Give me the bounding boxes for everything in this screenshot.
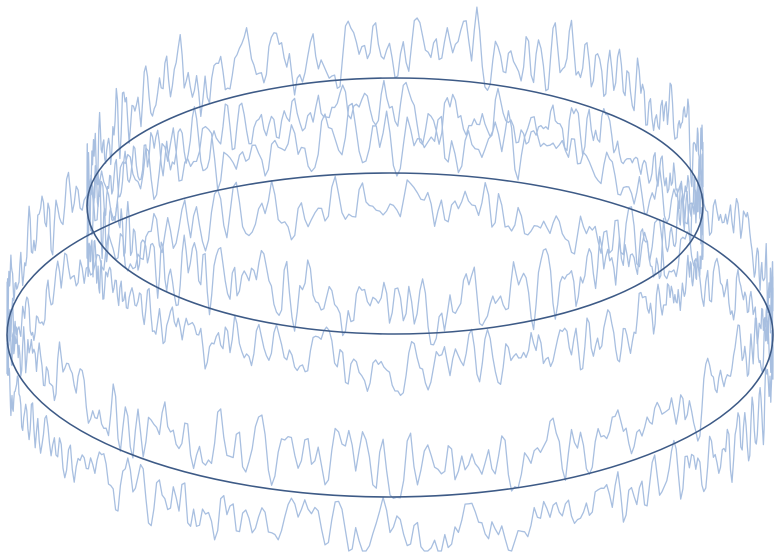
noise-layer	[7, 7, 773, 551]
noisy-rings-plot	[0, 0, 776, 555]
upper-noise-line-inner	[87, 81, 703, 396]
page: (() => { const data = JSON.parse(documen…	[0, 0, 776, 555]
upper-noise-line	[87, 7, 703, 345]
